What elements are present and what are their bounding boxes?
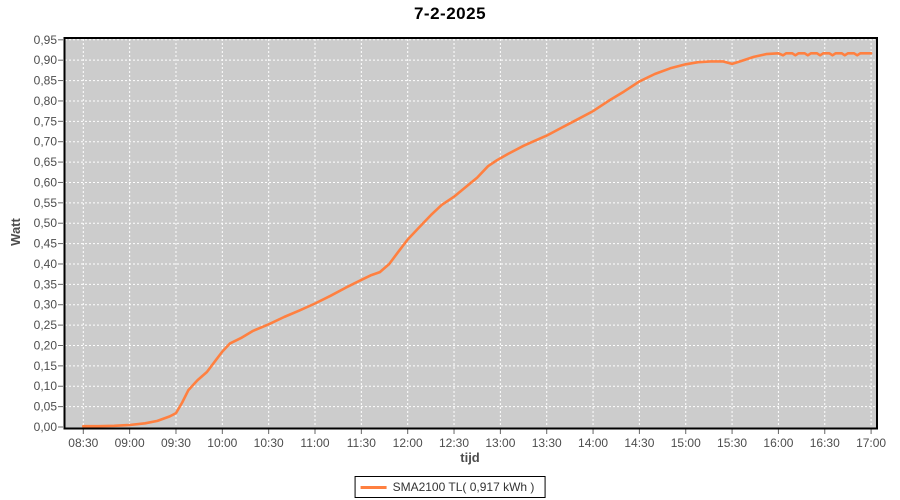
y-tick-label: 0,45 <box>34 237 58 251</box>
y-tick-label: 0,75 <box>34 114 58 128</box>
y-tick-label: 0,65 <box>34 155 58 169</box>
y-tick-label: 0,55 <box>34 196 58 210</box>
y-tick-label: 0,40 <box>34 257 58 271</box>
plot-border <box>63 37 878 430</box>
y-tick-label: 0,30 <box>34 298 58 312</box>
y-tick-label: 0,90 <box>34 53 58 67</box>
x-tick-label: 14:30 <box>624 436 654 450</box>
legend-line-swatch <box>360 485 387 489</box>
x-tick-label: 11:00 <box>300 436 329 450</box>
y-tick-label: 0,00 <box>34 420 58 434</box>
x-tick-label: 17:00 <box>856 436 886 450</box>
plot-background <box>64 38 877 428</box>
x-tick-label: 16:30 <box>810 436 840 450</box>
x-tick-label: 13:30 <box>532 436 562 450</box>
y-tick-label: 0,35 <box>34 277 58 291</box>
x-tick-label: 15:30 <box>717 436 747 450</box>
x-tick-label: 08:30 <box>68 436 98 450</box>
x-tick-label: 12:30 <box>439 436 469 450</box>
x-axis-title: tijd <box>460 450 480 465</box>
y-tick-label: 0,80 <box>34 94 58 108</box>
x-tick-label: 13:00 <box>485 436 515 450</box>
y-tick-label: 0,85 <box>34 74 58 88</box>
y-tick-label: 0,95 <box>34 33 58 47</box>
y-tick-label: 0,25 <box>34 318 58 332</box>
x-tick-label: 10:00 <box>207 436 237 450</box>
x-tick-label: 11:30 <box>347 436 376 450</box>
chart-title: 7-2-2025 <box>413 4 487 23</box>
x-tick-label: 10:30 <box>254 436 284 450</box>
legend: SMA2100 TL( 0,917 kWh ) <box>354 476 546 498</box>
y-tick-label: 0,50 <box>34 216 58 230</box>
x-tick-label: 16:00 <box>763 436 793 450</box>
series-line <box>82 51 873 428</box>
x-tick-label: 09:30 <box>161 436 191 450</box>
y-tick-label: 0,60 <box>34 175 58 189</box>
y-tick-label: 0,15 <box>34 359 58 373</box>
x-tick-label: 12:00 <box>393 436 423 450</box>
x-tick-label: 15:00 <box>671 436 701 450</box>
y-tick-label: 0,05 <box>34 400 58 414</box>
y-tick-label: 0,20 <box>34 338 58 352</box>
x-tick-label: 09:00 <box>115 436 145 450</box>
x-tick-label: 14:00 <box>578 436 608 450</box>
y-tick-label: 0,10 <box>34 379 58 393</box>
legend-series-label: SMA2100 TL( 0,917 kWh ) <box>392 480 535 494</box>
y-axis-title: Watt <box>8 218 23 246</box>
y-tick-label: 0,70 <box>34 135 58 149</box>
